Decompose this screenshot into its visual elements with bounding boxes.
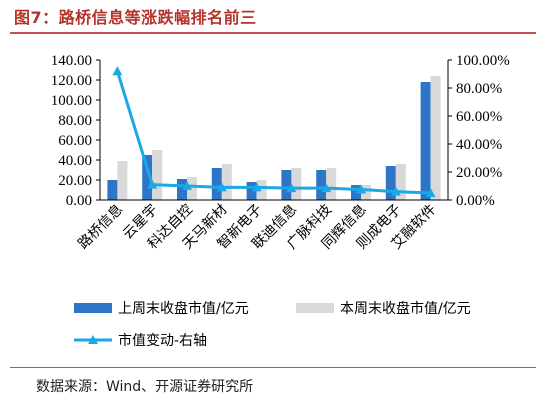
legend-label-change: 市值变动-右轴 [118,332,207,349]
bar-last-week [107,180,118,200]
bar-this-week [361,185,371,200]
y-right-tick-label: 60.00% [456,109,502,125]
bar-last-week [177,179,187,200]
legend-label-this-week: 本周末收盘市值/亿元 [340,300,471,317]
bar-last-week [420,82,431,200]
bar-last-week [351,185,361,200]
change-point-marker [147,179,158,189]
bar-this-week [395,164,406,200]
y-left-tick-label: 120.00 [51,73,92,89]
figure-title: 图7：路桥信息等涨跌幅排名前三 [14,8,257,27]
bar-this-week [430,76,441,200]
y-right-tick-label: 100.00% [456,53,510,69]
y-right-tick-label: 40.00% [456,137,502,153]
bar-last-week [385,166,396,200]
bar-last-week [211,168,222,200]
source-divider [10,367,536,368]
bar-this-week [256,180,267,200]
y-right-tick-label: 0.00% [456,193,495,209]
bar-this-week [152,150,163,200]
change-point-marker [321,183,332,193]
y-left-tick-label: 0.00 [66,193,92,209]
bar-this-week [221,164,232,200]
bar-this-week [187,177,197,200]
y-left-tick-label: 140.00 [51,53,92,69]
figure-source: 数据来源：Wind、开源证券研究所 [36,379,254,395]
legend-label-last-week: 上周末收盘市值/亿元 [118,300,249,317]
bar-this-week [117,161,128,200]
change-point-marker [216,182,227,192]
y-right-tick-label: 20.00% [456,165,502,181]
bar-last-week [142,155,153,200]
legend-swatch-last-week [74,303,112,313]
y-right-tick-label: 80.00% [456,81,502,97]
y-left-tick-label: 60.00 [58,133,92,149]
y-left-tick-label: 40.00 [58,153,92,169]
bar-last-week [246,182,257,200]
change-point-marker [112,66,123,76]
bar-this-week [326,168,337,200]
title-divider [10,32,536,34]
change-point-marker [286,183,297,193]
bar-last-week [316,170,327,200]
y-left-tick-label: 100.00 [51,93,92,109]
legend-swatch-this-week [296,303,334,313]
y-left-tick-label: 20.00 [58,173,92,189]
change-point-marker [425,188,436,197]
bar-this-week [291,168,302,200]
change-line [115,70,431,195]
y-left-tick-label: 80.00 [58,113,92,129]
change-point-marker [182,181,192,190]
change-point-marker [356,184,366,194]
legend-marker-change [88,335,98,344]
bar-last-week [281,170,292,200]
change-point-marker [251,182,262,192]
change-point-marker [390,186,401,196]
